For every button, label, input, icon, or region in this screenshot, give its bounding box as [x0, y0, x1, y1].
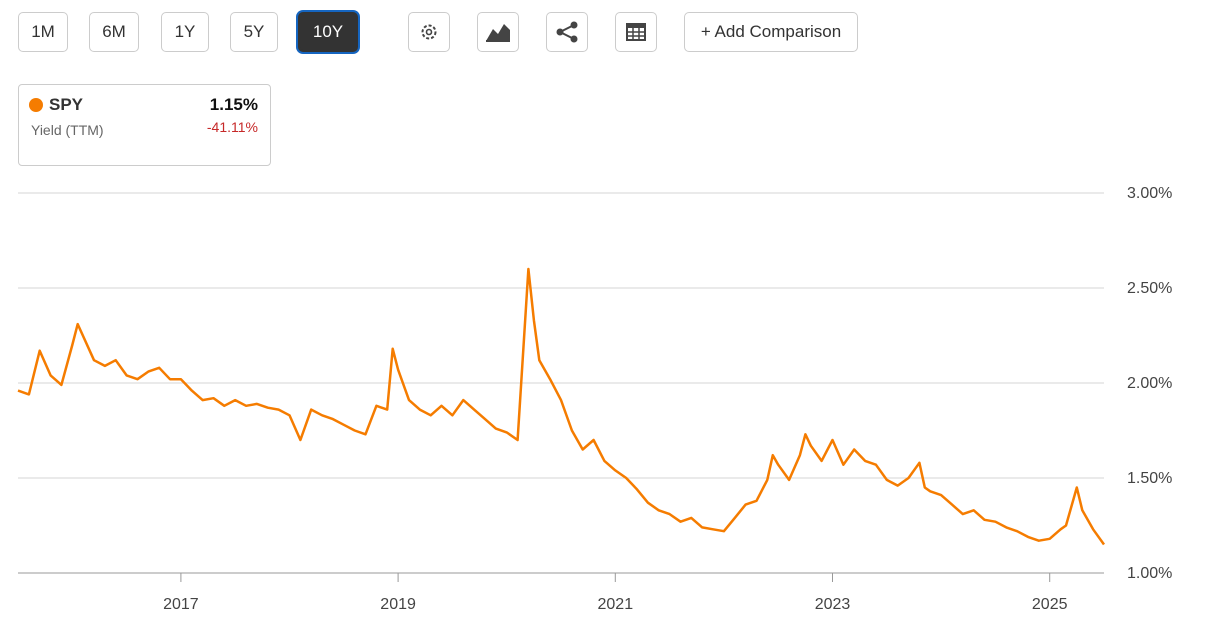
legend-value: 1.15%	[209, 95, 258, 114]
share-icon	[556, 21, 578, 43]
series-line	[17, 267, 1106, 546]
table-icon	[626, 23, 646, 41]
range-button[interactable]: 1Y	[161, 12, 209, 52]
settings-icon	[421, 24, 437, 40]
add-comparison-button[interactable]: + Add Comparison	[684, 12, 858, 52]
legend-dot	[29, 98, 43, 112]
y-tick-label: 2.00%	[1127, 375, 1172, 392]
range-button[interactable]: 5Y	[230, 12, 278, 52]
y-tick-label: 3.00%	[1127, 185, 1172, 202]
legend-name: SPY	[49, 95, 84, 114]
range-button[interactable]: 6M	[89, 12, 139, 52]
y-tick-label: 2.50%	[1127, 280, 1172, 297]
x-tick-label: 2021	[598, 596, 634, 613]
x-tick-label: 2023	[815, 596, 851, 613]
legend-card: SPY 1.15% Yield (TTM) -41.11%	[18, 84, 271, 166]
legend-change: -41.11%	[206, 119, 258, 135]
settings-button[interactable]	[408, 12, 450, 52]
chart-type-button[interactable]	[477, 12, 519, 52]
legend-metric: Yield (TTM)	[31, 122, 104, 138]
share-button[interactable]	[546, 12, 588, 52]
x-tick-label: 2025	[1032, 596, 1068, 613]
chart-type-icon	[486, 24, 510, 42]
x-tick-label: 2017	[163, 596, 199, 613]
x-tick-label: 2019	[380, 596, 416, 613]
y-tick-label: 1.00%	[1127, 565, 1172, 582]
table-button[interactable]	[615, 12, 657, 52]
range-button[interactable]: 1M	[18, 12, 68, 52]
range-button[interactable]: 10Y	[298, 12, 358, 52]
y-tick-label: 1.50%	[1127, 470, 1172, 487]
